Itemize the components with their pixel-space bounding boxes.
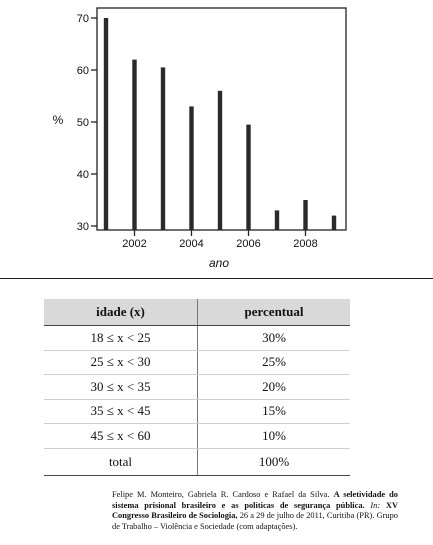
y-tick-label: 40 — [77, 169, 89, 181]
cell-age-range: 18 ≤ x < 25 — [44, 325, 198, 351]
x-tick-label: 2008 — [293, 238, 317, 250]
y-tick-label: 50 — [77, 117, 89, 129]
bar-2008 — [303, 200, 308, 230]
table-row: 35 ≤ x < 45 15% — [44, 399, 350, 424]
header-age-text: idade (x) — [96, 304, 145, 319]
x-tick-label: 2002 — [122, 238, 146, 250]
y-tick-label: 60 — [77, 65, 89, 77]
cell-total-label: total — [44, 447, 198, 476]
cell-age-range: 35 ≤ x < 45 — [44, 399, 198, 424]
x-tick-labels: 2002 2004 2006 2008 — [122, 238, 317, 250]
table-row: 30 ≤ x < 35 20% — [44, 374, 350, 400]
header-age: idade (x) — [44, 299, 198, 326]
bar-2009 — [331, 215, 337, 230]
cell-percent: 25% — [197, 350, 350, 375]
source-authors: Felipe M. Monteiro, Gabriela R. Cardoso … — [112, 490, 330, 499]
bar-2002 — [132, 59, 137, 230]
cell-percent: 10% — [197, 423, 350, 449]
y-tick-label: 30 — [77, 221, 89, 233]
table-row: 25 ≤ x < 30 25% — [44, 350, 350, 375]
x-tick-label: 2006 — [236, 238, 260, 250]
cell-percent: 30% — [197, 325, 350, 351]
cell-age-range: 45 ≤ x < 60 — [44, 423, 198, 449]
source-citation: Felipe M. Monteiro, Gabriela R. Cardoso … — [112, 490, 398, 532]
table-row: 18 ≤ x < 25 30% — [44, 325, 350, 351]
bar-chart: 30 40 50 60 70 2002 2004 2006 2008 % ano — [53, 7, 347, 270]
y-tick-label: 70 — [77, 13, 89, 25]
bar-2003 — [160, 67, 166, 231]
x-tick-label: 2004 — [179, 238, 203, 250]
header-percent: percentual — [197, 299, 350, 326]
y-axis-label: % — [53, 113, 64, 127]
chart-bars — [103, 18, 337, 231]
bar-2007 — [274, 210, 280, 230]
bar-2005 — [217, 90, 223, 230]
bar-2001 — [103, 18, 109, 230]
source-in: In: — [370, 500, 381, 510]
table-row: 45 ≤ x < 60 10% — [44, 423, 350, 449]
table-header-row: idade (x) percentual — [44, 299, 350, 326]
table-total-row: total 100% — [44, 447, 350, 476]
cell-percent: 15% — [197, 399, 350, 424]
separator-line — [0, 278, 433, 279]
cell-percent: 20% — [197, 374, 350, 400]
cell-total-value: 100% — [197, 447, 350, 476]
chart-svg: 30 40 50 60 70 2002 2004 2006 2008 % ano — [53, 7, 347, 270]
x-axis-label: ano — [209, 256, 229, 270]
bar-2004 — [189, 106, 194, 230]
source-details: 26 a 29 de julho de 2011, Curitiba (PR).… — [112, 511, 398, 531]
bar-2006 — [246, 124, 251, 230]
table-body: 18 ≤ x < 25 30% 25 ≤ x < 30 25% 30 ≤ x < 35 2… — [44, 325, 350, 476]
source-title: A seletividade do sistema prisional bras… — [112, 490, 398, 510]
cell-age-range: 25 ≤ x < 30 — [44, 350, 198, 375]
source-event: XV Congresso Brasileiro de Sociologia, — [112, 500, 399, 521]
y-tick-labels: 30 40 50 60 70 — [77, 13, 89, 233]
cell-age-range: 30 ≤ x < 35 — [44, 374, 198, 400]
age-percentage-table: idade (x) percentual 18 ≤ x < 25 30% 25 ≤ … — [44, 299, 350, 476]
